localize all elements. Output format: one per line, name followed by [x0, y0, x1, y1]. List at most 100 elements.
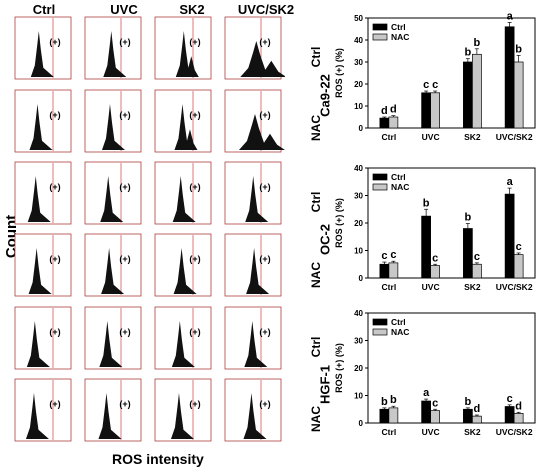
x-tick-label: Ctrl [382, 132, 397, 142]
positive-marker: (+) [259, 254, 270, 264]
positive-marker: (+) [119, 399, 130, 409]
y-tick-label: 0 [359, 419, 364, 428]
significance-letter: b [465, 396, 472, 408]
bar [463, 228, 473, 279]
flow-histogram: (+) [224, 161, 282, 225]
significance-letter: d [515, 400, 522, 412]
significance-letter: b [423, 197, 430, 209]
flow-histogram: (+) [154, 161, 212, 225]
y-axis-label: ROS (+) (%) [334, 48, 344, 98]
flow-histogram: (+) [224, 233, 282, 297]
positive-marker: (+) [259, 110, 270, 120]
x-tick-label: UVC/SK2 [496, 427, 533, 437]
bar [421, 400, 431, 424]
positive-marker: (+) [49, 327, 60, 337]
bar [504, 406, 515, 424]
flow-histogram: (+) [224, 16, 285, 80]
positive-marker: (+) [119, 182, 130, 192]
positive-marker: (+) [259, 37, 270, 47]
x-tick-label: Ctrl [382, 282, 397, 292]
flow-histogram: (+) [14, 89, 72, 153]
positive-marker: (+) [49, 182, 60, 192]
significance-letter: c [432, 79, 438, 91]
legend-swatch [372, 173, 388, 181]
significance-letter: c [516, 241, 522, 253]
flow-histogram: (+) [14, 233, 72, 297]
y-tick-label: 10 [354, 102, 363, 111]
significance-letter: a [507, 176, 514, 188]
y-tick-label: 0 [359, 124, 364, 133]
significance-letter: a [507, 10, 514, 22]
bar [421, 215, 431, 279]
bar [379, 117, 390, 129]
bar [421, 92, 431, 129]
positive-marker: (+) [119, 254, 130, 264]
legend-label: NAC [391, 182, 409, 192]
significance-letter: b [381, 396, 388, 408]
positive-marker: (+) [259, 327, 270, 337]
significance-letter: c [507, 393, 513, 405]
positive-marker: (+) [189, 37, 200, 47]
x-axis-label-ros-intensity: ROS intensity [112, 451, 204, 467]
x-tick-label: UVC [422, 132, 440, 142]
positive-marker: (+) [49, 399, 60, 409]
y-tick-label: 50 [354, 14, 363, 23]
bar [388, 262, 399, 279]
positive-marker: (+) [189, 327, 200, 337]
significance-letter: c [390, 249, 396, 261]
x-tick-label: UVC/SK2 [496, 132, 533, 142]
bar [513, 413, 524, 424]
positive-marker: (+) [49, 254, 60, 264]
y-axis-label: ROS (+) (%) [334, 198, 344, 248]
bar [504, 26, 515, 129]
column-header-ctrl: Ctrl [32, 2, 56, 17]
positive-marker: (+) [259, 182, 270, 192]
flow-histogram: (+) [224, 89, 285, 153]
flow-histogram: (+) [14, 378, 72, 442]
flow-histogram: (+) [224, 378, 282, 442]
legend-label: NAC [391, 327, 409, 337]
flow-histogram: (+) [84, 306, 142, 370]
x-tick-label: SK2 [464, 282, 481, 292]
y-tick-label: 30 [354, 192, 363, 201]
positive-marker: (+) [189, 182, 200, 192]
column-header-sk2: SK2 [179, 2, 205, 17]
y-tick-label: 0 [359, 274, 364, 283]
significance-letter: b [390, 394, 397, 406]
x-tick-label: UVC/SK2 [496, 282, 533, 292]
y-tick-label: 40 [354, 164, 363, 173]
legend-label: Ctrl [391, 22, 406, 32]
bar [472, 53, 482, 129]
flow-histogram: (+) [84, 89, 142, 153]
flow-histogram: (+) [84, 161, 142, 225]
column-header-uvc-sk2: UVC/SK2 [237, 2, 295, 17]
flow-histogram: (+) [14, 16, 72, 80]
legend-label: NAC [391, 32, 409, 42]
significance-letter: d [390, 104, 397, 116]
significance-letter: c [381, 250, 387, 262]
flow-histogram: (+) [154, 16, 212, 80]
y-tick-label: 40 [354, 36, 363, 45]
significance-letter: b [465, 47, 472, 59]
positive-marker: (+) [189, 110, 200, 120]
legend-label: Ctrl [391, 317, 406, 327]
significance-letter: b [465, 212, 472, 224]
legend-swatch [372, 33, 388, 41]
legend-swatch [372, 183, 388, 191]
x-tick-label: UVC [422, 282, 440, 292]
y-axis-label: ROS (+) (%) [334, 343, 344, 393]
significance-letter: d [474, 403, 481, 415]
legend-swatch [372, 318, 388, 326]
significance-letter: c [432, 397, 438, 409]
bar [463, 61, 473, 129]
positive-marker: (+) [259, 399, 270, 409]
bar [472, 415, 482, 424]
flow-histogram: (+) [154, 233, 212, 297]
positive-marker: (+) [119, 110, 130, 120]
positive-marker: (+) [49, 110, 60, 120]
y-tick-label: 20 [354, 364, 363, 373]
y-tick-label: 20 [354, 219, 363, 228]
